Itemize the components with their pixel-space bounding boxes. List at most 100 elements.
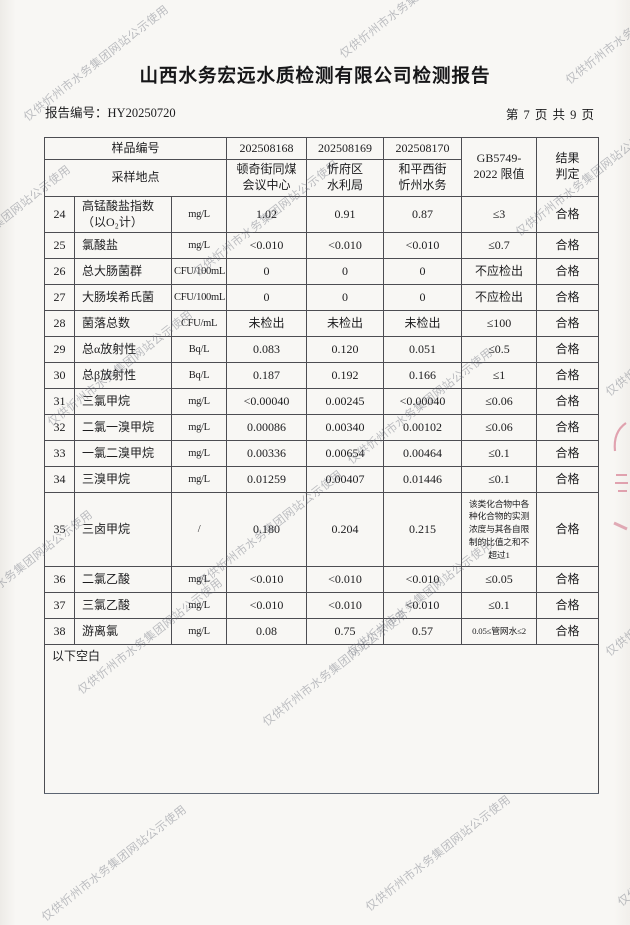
row-number: 32 bbox=[44, 414, 75, 441]
sample-2-value: 0.00245 bbox=[306, 388, 384, 415]
sample-1-value: 0.08 bbox=[226, 618, 307, 645]
param-name: 总β放射性 bbox=[74, 362, 172, 389]
table-row: 26 总大肠菌群 CFU/100mL 0 0 0 不应检出 合格 bbox=[44, 258, 599, 285]
sample-3-value: 0.215 bbox=[383, 492, 462, 567]
row-number: 30 bbox=[44, 362, 75, 389]
sample-2-value: 0 bbox=[306, 258, 384, 285]
table-row: 28 菌落总数 CFU/mL 未检出 未检出 未检出 ≤100 合格 bbox=[44, 310, 599, 337]
watermark-text: 仅供忻州市水务集团网站公示使用 bbox=[338, 0, 488, 61]
sample-1-value: 0.00086 bbox=[226, 414, 307, 441]
limit-value: ≤0.06 bbox=[461, 388, 537, 415]
sample-2-value: 未检出 bbox=[306, 310, 384, 337]
table-row: 35 三卤甲烷/0.180 0.204 0.215 该类化合物中各种化合物的实测浓度与其… bbox=[44, 492, 599, 567]
param-unit: mg/L bbox=[171, 618, 227, 645]
param-unit: Bq/L bbox=[171, 336, 227, 363]
sample-3-value: <0.010 bbox=[383, 232, 462, 259]
sample-1-value: 1.02 bbox=[226, 196, 307, 233]
result-value: 合格 bbox=[536, 362, 599, 389]
sample-2-value: 0.120 bbox=[306, 336, 384, 363]
result-value: 合格 bbox=[536, 336, 599, 363]
table-row: 33 一氯二溴甲烷 mg/L 0.00336 0.00654 0.00464 ≤0.1 合格 bbox=[44, 440, 599, 467]
sample-3-value: 0.051 bbox=[383, 336, 462, 363]
param-name: 大肠埃希氏菌 bbox=[74, 284, 172, 311]
limit-value: 0.05≤管网水≤2 bbox=[461, 618, 537, 645]
param-name: 氯酸盐 bbox=[74, 232, 172, 259]
result-value: 合格 bbox=[536, 232, 599, 259]
param-unit: CFU/mL bbox=[171, 310, 227, 337]
table-row: 29 总α放射性 Bq/L 0.083 0.120 0.051 ≤0.5 合格 bbox=[44, 336, 599, 363]
sample-3-value: 0 bbox=[383, 284, 462, 311]
sampling-site-3: 和平西街 忻州水务 bbox=[383, 159, 462, 197]
result-value: 合格 bbox=[536, 258, 599, 285]
limit-value: ≤100 bbox=[461, 310, 537, 337]
result-column-header: 结果 判定 bbox=[536, 137, 599, 197]
param-name: 三氯甲烷 bbox=[74, 388, 172, 415]
limit-value: ≤0.1 bbox=[461, 440, 537, 467]
limit-value: ≤0.5 bbox=[461, 336, 537, 363]
param-unit: / bbox=[171, 492, 227, 567]
table-row: 36 二氯乙酸 mg/L <0.010 <0.010 <0.010 ≤0.05 合格 bbox=[44, 566, 599, 593]
blank-note-row: 以下空白 bbox=[44, 644, 599, 794]
watermark-text: 仅供忻州市水务集团网站公示使用 bbox=[364, 793, 514, 914]
table-row: 31 三氯甲烷 mg/L <0.00040 0.00245 <0.00040 ≤0.06 合格 bbox=[44, 388, 599, 415]
row-number: 35 bbox=[44, 492, 75, 567]
table-row: 32 二氯一溴甲烷 mg/L 0.00086 0.00340 0.00102 ≤0.06 合格 bbox=[44, 414, 599, 441]
sample-3-value: 0.166 bbox=[383, 362, 462, 389]
header-row-sampling-site: 采样地点 顿奇街同煤 会议中心 忻府区 水利局 和平西街 忻州水务 bbox=[44, 159, 599, 197]
row-number: 29 bbox=[44, 336, 75, 363]
sample-3-value: <0.010 bbox=[383, 566, 462, 593]
sample-3-value: 未检出 bbox=[383, 310, 462, 337]
results-table: 样品编号 202508168 202508169 202508170 GB574… bbox=[44, 137, 599, 794]
limit-value: ≤3 bbox=[461, 196, 537, 233]
limit-value: ≤0.06 bbox=[461, 414, 537, 441]
sample-2-value: 0 bbox=[306, 284, 384, 311]
sample-2-value: 0.204 bbox=[306, 492, 384, 567]
watermark-text: 仅供忻州市水务集团网站公示使用 bbox=[40, 803, 190, 924]
sample-1-value: <0.010 bbox=[226, 592, 307, 619]
sample-3-value: 0.01446 bbox=[383, 466, 462, 493]
table-row: 34 三溴甲烷 mg/L 0.01259 0.00407 0.01446 ≤0.1 合格 bbox=[44, 466, 599, 493]
sample-1-value: 0 bbox=[226, 258, 307, 285]
sample-2-value: <0.010 bbox=[306, 592, 384, 619]
limit-value: ≤0.05 bbox=[461, 566, 537, 593]
param-name: 游离氯 bbox=[74, 618, 172, 645]
param-name: 二氯一溴甲烷 bbox=[74, 414, 172, 441]
row-number: 27 bbox=[44, 284, 75, 311]
table-row: 37 三氯乙酸 mg/L <0.010 <0.010 <0.010 ≤0.1 合格 bbox=[44, 592, 599, 619]
table-row: 24 高锰酸盐指数 （以O₂计） mg/L 1.02 0.91 0.87 ≤3 合格 bbox=[44, 196, 599, 233]
param-unit: mg/L bbox=[171, 440, 227, 467]
limit-value: ≤0.1 bbox=[461, 466, 537, 493]
table-row: 38 游离氯 mg/L 0.08 0.75 0.57 0.05≤管网水≤2 合格 bbox=[44, 618, 599, 645]
page-title: 山西水务宏远水质检测有限公司检测报告 bbox=[139, 67, 491, 87]
param-unit: Bq/L bbox=[171, 362, 227, 389]
table-foot: 以下空白 bbox=[44, 644, 599, 794]
param-name: 总大肠菌群 bbox=[74, 258, 172, 285]
sampling-site-label: 采样地点 bbox=[44, 159, 227, 197]
param-unit: mg/L bbox=[171, 196, 227, 233]
result-value: 合格 bbox=[536, 492, 599, 567]
result-value: 合格 bbox=[536, 284, 599, 311]
result-value: 合格 bbox=[536, 196, 599, 233]
param-name: 二氯乙酸 bbox=[74, 566, 172, 593]
watermark-text: 仅供忻州市水务集团网站公示使用 bbox=[616, 788, 630, 909]
sample-1-value: <0.010 bbox=[226, 566, 307, 593]
row-number: 26 bbox=[44, 258, 75, 285]
sampling-site-2: 忻府区 水利局 bbox=[306, 159, 384, 197]
sample-2-value: 0.00340 bbox=[306, 414, 384, 441]
row-number: 33 bbox=[44, 440, 75, 467]
param-name: 一氯二溴甲烷 bbox=[74, 440, 172, 467]
sample-2-value: <0.010 bbox=[306, 232, 384, 259]
param-name: 三溴甲烷 bbox=[74, 466, 172, 493]
page-indicator: 第 7 页 共 9 页 bbox=[505, 108, 595, 122]
row-number: 37 bbox=[44, 592, 75, 619]
row-number: 25 bbox=[44, 232, 75, 259]
param-unit: mg/L bbox=[171, 414, 227, 441]
sample-3-value: <0.010 bbox=[383, 592, 462, 619]
sample-1-value: 0.180 bbox=[226, 492, 307, 567]
row-number: 31 bbox=[44, 388, 75, 415]
watermark-text: 仅供忻州市水务集团网站公示使用 bbox=[604, 538, 630, 659]
result-value: 合格 bbox=[536, 388, 599, 415]
sample-3-value: 0.00102 bbox=[383, 414, 462, 441]
table-row: 25 氯酸盐 mg/L <0.010 <0.010 <0.010 ≤0.7 合格 bbox=[44, 232, 599, 259]
param-name: 三氯乙酸 bbox=[74, 592, 172, 619]
